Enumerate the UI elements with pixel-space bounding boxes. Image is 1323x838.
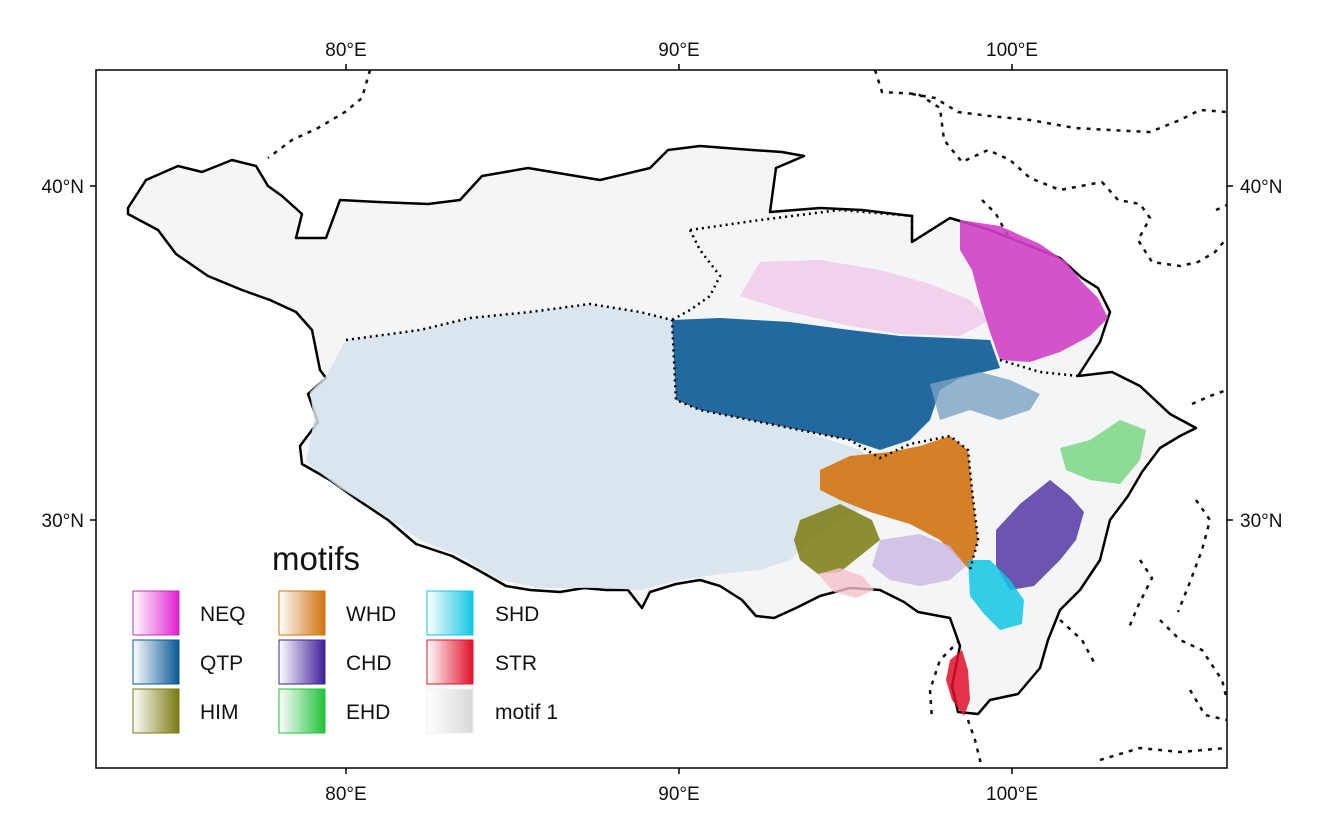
chd-light-region (872, 534, 966, 586)
top-tick-label: 100°E (986, 40, 1038, 61)
legend-label-chd: CHD (346, 652, 392, 675)
country-borders (267, 70, 1227, 768)
legend-swatch-chd (278, 639, 326, 685)
neq-light-region (740, 260, 990, 336)
qtp-dark-region (672, 318, 1000, 450)
top-tick-label: 90°E (658, 40, 699, 61)
legend-swatch-neq (132, 590, 180, 636)
qtp-light-region (306, 304, 890, 590)
legend-label-motif-1: motif 1 (495, 701, 558, 724)
legend-label-shd: SHD (495, 603, 539, 626)
right-tick-label: 40°N (1240, 177, 1282, 198)
qtp-mid-region (930, 372, 1040, 420)
bottom-tick-label: 80°E (325, 784, 366, 805)
tick-marks (90, 64, 1233, 774)
neq-dark-region (960, 220, 1108, 362)
him-region (794, 504, 880, 574)
legend-label-neq: NEQ (200, 603, 246, 626)
chd-region (996, 480, 1084, 590)
inner-boundary-north (671, 208, 1079, 378)
legend-swatch-qtp (132, 639, 180, 685)
legend-label-ehd: EHD (346, 701, 390, 724)
legend-label-whd: WHD (346, 603, 396, 626)
left-tick-label: 30°N (42, 511, 84, 532)
ehd-region (1060, 420, 1146, 484)
legend-swatch-him (132, 688, 180, 734)
top-axis-labels: 80°E 90°E 100°E (325, 40, 1038, 61)
top-tick-label: 80°E (325, 40, 366, 61)
right-axis-labels: 40°N 30°N (1240, 177, 1282, 532)
legend-label-qtp: QTP (200, 652, 243, 675)
legend-swatch-str (426, 639, 474, 685)
map-panel (126, 70, 1227, 768)
bottom-tick-label: 90°E (658, 784, 699, 805)
legend-swatch-shd (426, 590, 474, 636)
bottom-axis-labels: 80°E 90°E 100°E (325, 784, 1038, 805)
legend: motifs NEQ QTP HIM WHD CHD EHD SHD STR m… (132, 540, 558, 734)
map-frame (95, 69, 1228, 769)
bottom-tick-label: 100°E (986, 784, 1038, 805)
shd-region (968, 560, 1024, 630)
right-tick-label: 30°N (1240, 511, 1282, 532)
left-axis-labels: 40°N 30°N (42, 177, 84, 532)
left-tick-label: 40°N (42, 177, 84, 198)
legend-swatch-ehd (278, 688, 326, 734)
legend-swatch-motif-1 (426, 688, 474, 734)
str-light-region (818, 568, 874, 598)
str-region (946, 650, 970, 716)
legend-label-him: HIM (200, 701, 239, 724)
legend-label-str: STR (495, 652, 537, 675)
legend-swatch-whd (278, 590, 326, 636)
legend-title: motifs (272, 540, 360, 577)
inner-boundary (345, 302, 980, 571)
whd-region (820, 436, 978, 570)
